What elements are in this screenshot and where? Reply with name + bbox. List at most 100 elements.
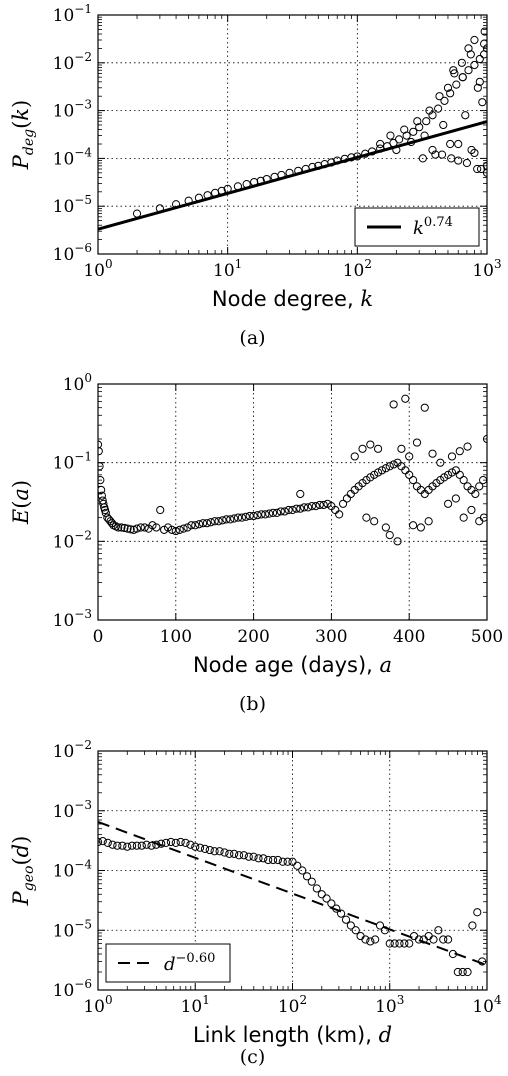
x-tick-label: 103 (375, 993, 404, 1017)
data-point (428, 145, 437, 155)
data-point (366, 440, 375, 449)
data-point (181, 838, 190, 847)
data-point (298, 866, 307, 875)
data-point (166, 837, 176, 847)
data-point (142, 840, 151, 849)
data-point (447, 452, 457, 461)
y-tick-label: 10−6 (53, 241, 92, 265)
data-point (220, 848, 229, 857)
data-point (171, 838, 180, 847)
data-point (259, 854, 268, 863)
data-point (385, 939, 394, 948)
data-point (161, 838, 171, 847)
data-point (424, 931, 433, 941)
data-point (335, 510, 344, 519)
data-point (152, 523, 161, 532)
data-point (436, 458, 445, 467)
panel-label: (c) (240, 1046, 265, 1068)
data-point (473, 908, 482, 917)
data-point (467, 145, 476, 155)
data-point (338, 499, 348, 508)
data-point (356, 931, 365, 941)
data-point (473, 164, 482, 174)
data-point (467, 505, 476, 515)
data-point (413, 117, 422, 126)
data-point (288, 857, 297, 866)
data-point (118, 841, 127, 850)
data-point (478, 98, 487, 107)
data-point (234, 851, 244, 860)
data-point (425, 106, 434, 115)
y-tick-label: 10−3 (53, 798, 92, 822)
plot-area (98, 820, 487, 977)
data-point (450, 69, 459, 78)
data-point (195, 520, 204, 529)
data-point (312, 884, 321, 893)
data-point (375, 921, 385, 930)
data-point (302, 872, 312, 881)
data-point (293, 861, 302, 870)
x-tick-label: 300 (315, 627, 347, 647)
data-point (239, 851, 248, 860)
data-point (412, 438, 422, 447)
data-point (350, 452, 359, 461)
data-point (307, 502, 317, 511)
x-tick-label: 102 (278, 993, 307, 1017)
data-point (389, 460, 398, 469)
x-tick-label: 400 (393, 627, 425, 647)
data-point (431, 150, 440, 159)
data-point (381, 523, 390, 532)
data-point (459, 513, 468, 522)
data-point (464, 66, 473, 75)
data-point (98, 485, 106, 495)
data-point (401, 466, 410, 475)
data-point (400, 939, 409, 948)
data-point (222, 515, 231, 524)
data-point (202, 519, 212, 528)
x-tick-label: 200 (237, 627, 269, 647)
y-tick-label: 10−3 (53, 607, 92, 631)
data-point (415, 123, 424, 132)
axes-frame (97, 14, 488, 255)
data-point (455, 447, 464, 456)
y-tick-label: 10−1 (53, 450, 92, 474)
y-tick-label: 10−2 (53, 50, 92, 74)
data-point (346, 921, 355, 930)
x-tick-label: 102 (343, 257, 372, 281)
data-point (457, 58, 466, 67)
data-point (475, 54, 484, 64)
data-point (336, 909, 346, 918)
data-point (249, 852, 258, 861)
data-point (268, 855, 278, 865)
data-point (167, 525, 177, 534)
plot-area (98, 27, 487, 231)
data-point (200, 844, 210, 853)
data-point (393, 537, 402, 546)
data-point (454, 139, 463, 149)
data-point (362, 513, 371, 522)
data-point (397, 444, 406, 453)
data-point (273, 855, 283, 865)
y-tick-label: 10−4 (53, 145, 93, 169)
data-point (98, 837, 107, 846)
y-tick-label: 10−1 (53, 2, 92, 26)
data-point (405, 452, 414, 461)
data-point (186, 840, 195, 849)
data-point (303, 503, 313, 512)
data-point (462, 158, 472, 168)
data-point (408, 521, 418, 530)
y-tick-label: 10−5 (53, 193, 92, 217)
data-point (241, 512, 250, 521)
data-point (373, 468, 383, 477)
x-tick-label: 104 (472, 993, 502, 1017)
data-point (191, 842, 200, 851)
data-point (265, 509, 274, 518)
data-point (444, 499, 453, 508)
data-point (288, 505, 297, 515)
data-point (428, 449, 437, 458)
data-point (148, 521, 157, 530)
y-axis-title: Pgeo(d) (9, 836, 37, 907)
data-point (373, 444, 383, 453)
data-point (470, 148, 479, 158)
